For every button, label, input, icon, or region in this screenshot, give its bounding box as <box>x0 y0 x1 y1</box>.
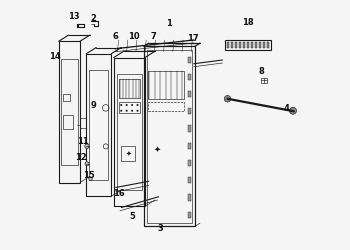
Bar <box>188 91 191 97</box>
Circle shape <box>136 104 139 106</box>
Bar <box>188 56 191 63</box>
Bar <box>119 79 140 98</box>
Bar <box>188 177 191 183</box>
Circle shape <box>89 177 92 180</box>
Bar <box>243 42 245 48</box>
Text: 13: 13 <box>68 12 79 21</box>
Bar <box>188 142 191 149</box>
Text: 1: 1 <box>166 19 172 28</box>
Bar <box>63 94 70 100</box>
Bar <box>188 126 191 132</box>
Text: 5: 5 <box>130 212 135 221</box>
Circle shape <box>120 104 122 106</box>
Circle shape <box>224 96 231 102</box>
Bar <box>259 42 261 48</box>
Text: 9: 9 <box>91 100 97 110</box>
Bar <box>255 42 257 48</box>
Bar <box>119 102 140 113</box>
Circle shape <box>131 110 133 112</box>
Circle shape <box>289 107 296 114</box>
Bar <box>247 42 249 48</box>
Text: 6: 6 <box>112 32 118 41</box>
Text: 8: 8 <box>258 67 264 76</box>
Bar <box>188 160 191 166</box>
Bar <box>147 102 184 111</box>
Text: 3: 3 <box>157 224 163 233</box>
Text: ✦: ✦ <box>154 144 161 153</box>
Bar <box>239 42 241 48</box>
Text: 14: 14 <box>49 52 60 61</box>
Text: 18: 18 <box>242 18 253 27</box>
Text: 4: 4 <box>283 104 289 113</box>
Circle shape <box>131 104 133 106</box>
Bar <box>188 212 191 218</box>
Bar <box>225 40 271 50</box>
Text: 17: 17 <box>187 34 198 43</box>
Bar <box>251 42 253 48</box>
Circle shape <box>85 162 89 166</box>
Circle shape <box>126 110 128 112</box>
Bar <box>188 194 191 200</box>
Bar <box>227 42 229 48</box>
Bar <box>188 108 191 114</box>
Bar <box>121 146 135 161</box>
Text: 15: 15 <box>83 170 95 179</box>
Bar <box>261 78 267 83</box>
Bar <box>263 42 265 48</box>
Bar <box>235 42 237 48</box>
Text: 16: 16 <box>113 189 125 198</box>
Bar <box>231 42 233 48</box>
Text: 11: 11 <box>77 137 88 146</box>
Bar <box>188 74 191 80</box>
Circle shape <box>126 104 128 106</box>
Text: ✦: ✦ <box>125 151 131 157</box>
Bar <box>80 118 85 128</box>
Bar <box>267 42 269 48</box>
Text: 7: 7 <box>151 32 157 41</box>
Text: 12: 12 <box>75 153 87 162</box>
Circle shape <box>136 110 139 112</box>
Text: 10: 10 <box>128 32 140 41</box>
Circle shape <box>85 144 89 148</box>
Circle shape <box>120 110 122 112</box>
Bar <box>63 115 72 129</box>
Bar <box>147 71 184 99</box>
Text: 2: 2 <box>91 14 97 23</box>
